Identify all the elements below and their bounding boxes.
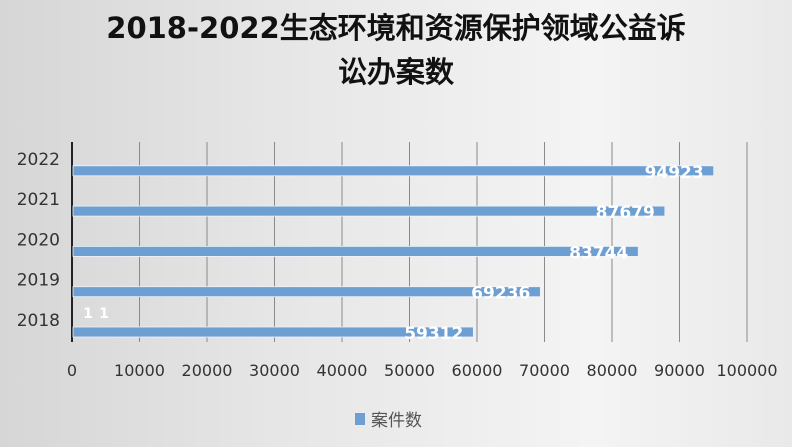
x-tick-label: 80000 — [587, 361, 638, 380]
x-tick-label: 90000 — [654, 361, 705, 380]
data-label: 69236 — [471, 284, 530, 304]
x-tick-label: 50000 — [384, 361, 435, 380]
annotation-label: 1 — [99, 306, 109, 322]
legend: 案件数 — [355, 406, 422, 431]
bar-2022 — [72, 165, 715, 177]
legend-label: 案件数 — [371, 411, 422, 431]
data-label: 94923 — [645, 163, 704, 183]
data-label: 87679 — [596, 203, 655, 223]
bar-2021 — [72, 205, 666, 217]
title-line-1: 2018-2022生态环境和资源保护领域公益诉 — [106, 11, 686, 45]
chart-title: 2018-2022生态环境和资源保护领域公益诉 讼办案数 — [0, 6, 792, 94]
y-tick-label: 2020 — [17, 230, 60, 250]
x-tick-label: 10000 — [114, 361, 165, 380]
bar-2020 — [72, 245, 639, 257]
x-tick-label: 30000 — [249, 361, 300, 380]
bar-2019 — [72, 286, 541, 298]
x-tick-label: 0 — [67, 361, 77, 380]
x-tick-label: 70000 — [519, 361, 570, 380]
x-tick-label: 60000 — [452, 361, 503, 380]
y-tick-label: 2022 — [17, 150, 60, 170]
data-label: 59312 — [404, 324, 463, 344]
legend-swatch — [355, 412, 365, 425]
data-label: 83744 — [569, 243, 628, 263]
bar-2018 — [72, 326, 474, 338]
y-tick-label: 2021 — [17, 190, 60, 210]
y-tick-label: 2018 — [17, 311, 60, 331]
title-line-2: 讼办案数 — [337, 55, 454, 89]
x-tick-label: 20000 — [182, 361, 233, 380]
x-tick-label: 40000 — [317, 361, 368, 380]
annotation-label: 1 — [83, 306, 93, 322]
y-tick-label: 2019 — [17, 271, 60, 291]
x-tick-label: 100000 — [716, 361, 777, 380]
